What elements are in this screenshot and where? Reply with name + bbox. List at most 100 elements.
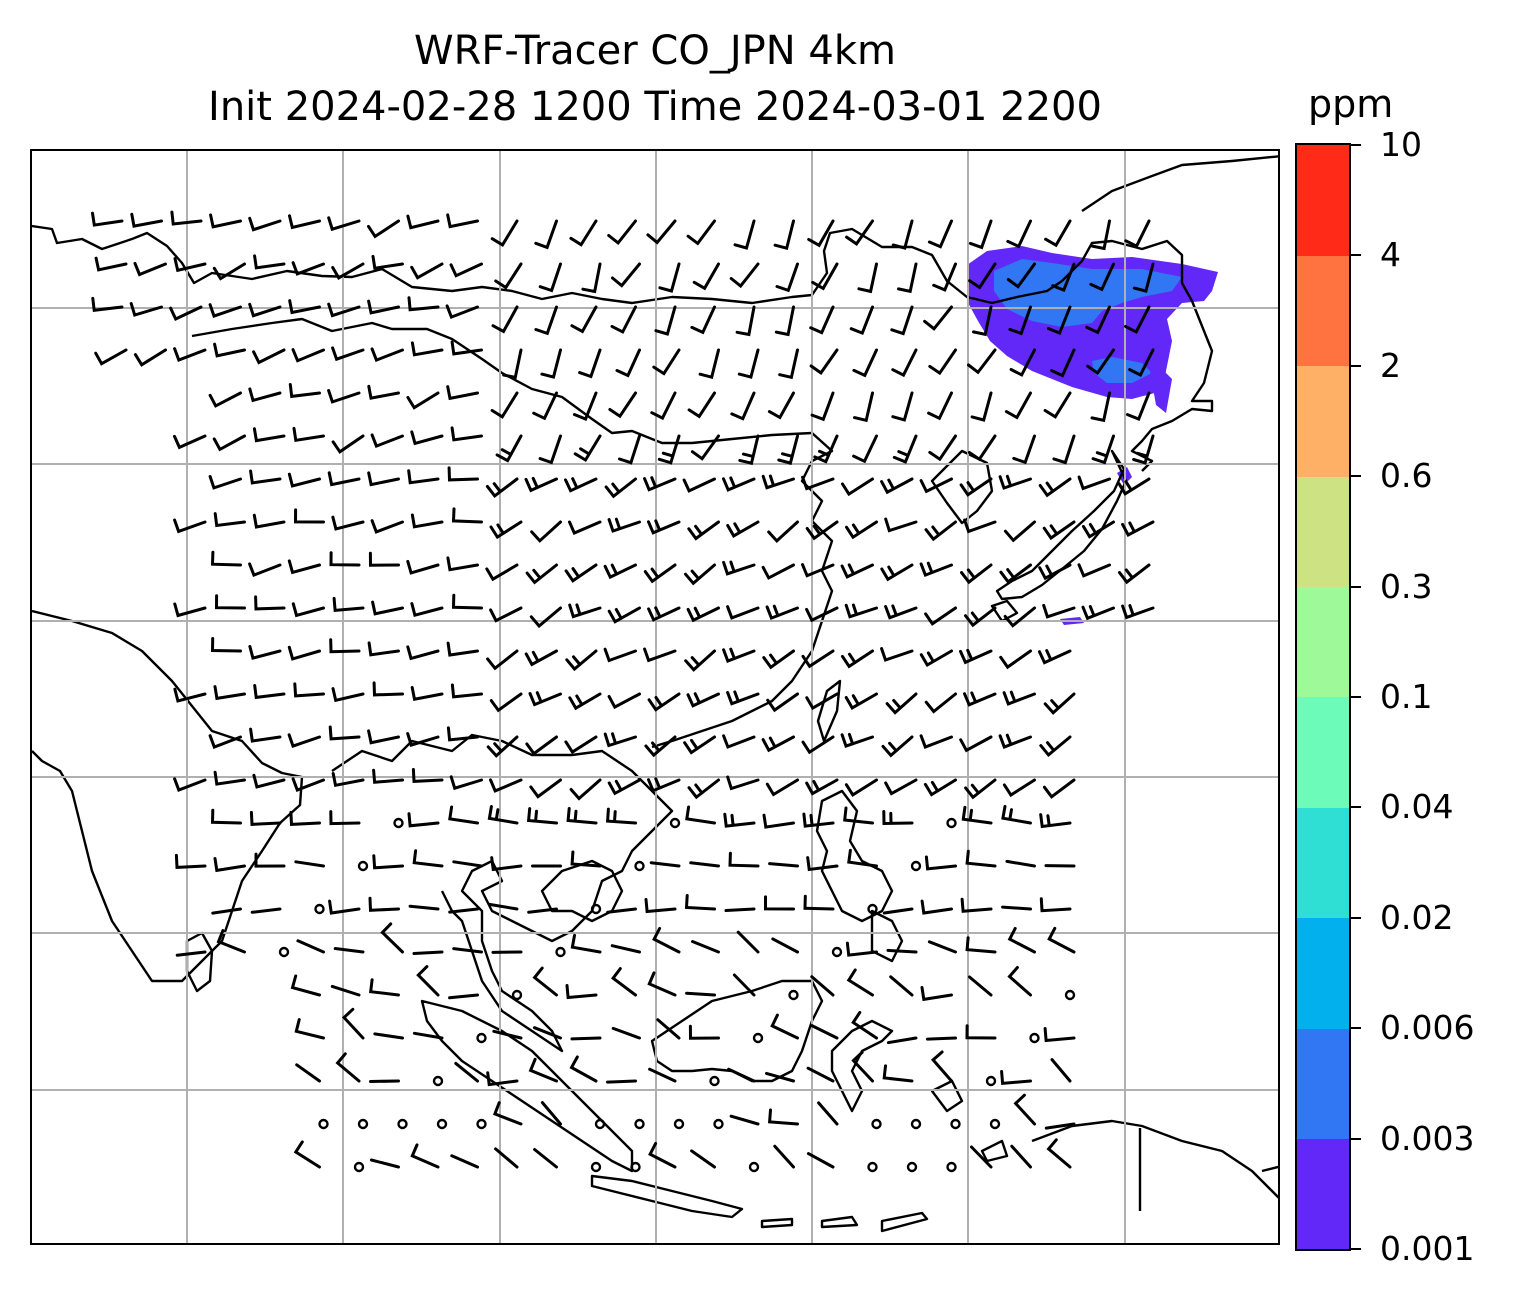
wind-barb <box>890 305 914 336</box>
wind-barb <box>249 469 282 485</box>
wind-barb <box>208 391 242 408</box>
map-title-line2: Init 2024-02-28 1200 Time 2024-03-01 220… <box>208 84 1102 130</box>
wind-barb <box>341 1007 365 1040</box>
wind-barb <box>368 551 400 567</box>
wind-barb <box>329 810 361 826</box>
wind-barb <box>372 681 404 697</box>
wind-barb <box>767 1108 799 1126</box>
wind-barb <box>524 649 558 667</box>
wind-barb <box>729 262 760 289</box>
wind-barb <box>213 857 246 873</box>
wind-barb <box>656 1018 681 1040</box>
wind-barb <box>253 684 286 700</box>
wind-barb <box>849 305 874 336</box>
wind-barb <box>335 1052 361 1083</box>
colorbar-tick-label: 10 <box>1380 125 1422 164</box>
wind-barb <box>371 600 404 616</box>
wind-barb <box>530 520 562 543</box>
colorbar-tick <box>1351 1248 1361 1250</box>
wind-barb <box>410 513 444 529</box>
wind-barb <box>570 305 598 334</box>
colorbar-tick <box>1351 144 1361 146</box>
wind-barbs <box>91 210 1155 1173</box>
wind-barb <box>486 649 519 671</box>
wind-barb <box>446 213 479 229</box>
wind-barb <box>293 508 325 524</box>
colorbar-tick <box>1351 475 1361 478</box>
wind-barb <box>884 778 918 796</box>
wind-barb <box>928 434 957 462</box>
colorbar-tick-label: 0.003 <box>1380 1118 1475 1158</box>
wind-barb <box>410 686 444 701</box>
wind-barb <box>897 262 918 294</box>
wind-barb <box>932 262 957 292</box>
colorbar-tick-label: 0.1 <box>1380 677 1433 716</box>
colorbar-tick-label: 0.3 <box>1380 566 1433 606</box>
wind-barb <box>212 262 246 281</box>
colorbar-segment <box>1297 1028 1349 1140</box>
wind-barb <box>1042 520 1076 541</box>
wind-barb <box>449 262 483 278</box>
wind-barb <box>881 735 914 758</box>
colorbar-segment <box>1297 917 1349 1029</box>
wind-barb <box>813 434 839 464</box>
colorbar-tick-label: 0.6 <box>1380 456 1433 496</box>
wind-barb <box>648 1067 677 1083</box>
wind-barb <box>332 596 365 613</box>
wind-barb <box>761 563 795 580</box>
calm-wind-marker <box>989 1118 1001 1130</box>
wind-barb <box>1050 1058 1072 1083</box>
wind-barb <box>208 303 242 319</box>
wind-barb <box>486 1071 519 1087</box>
wind-barb <box>213 342 246 358</box>
wind-barb <box>882 907 914 915</box>
wind-barb <box>1007 966 1032 997</box>
wind-barb <box>568 603 602 619</box>
colorbar-tick <box>1351 364 1361 367</box>
wind-barb <box>492 1029 523 1040</box>
wind-barb <box>1004 391 1032 420</box>
wind-barb <box>684 563 716 586</box>
wind-barb <box>173 602 207 618</box>
colorbar-tick-label: 0.04 <box>1380 787 1454 827</box>
wind-barb <box>533 1148 558 1169</box>
wind-barb <box>1013 1093 1036 1126</box>
wind-barb <box>806 1066 835 1083</box>
colorbar-segment <box>1297 586 1349 698</box>
wind-barb <box>331 515 365 531</box>
colorbar-segment <box>1297 145 1349 256</box>
wind-barb <box>1126 391 1151 421</box>
wind-barb <box>1003 520 1036 543</box>
wind-barb <box>762 813 795 829</box>
wind-barb <box>891 219 914 250</box>
wind-barb <box>525 563 558 585</box>
wind-barb <box>216 929 246 954</box>
wind-barb <box>841 477 874 497</box>
wind-barb <box>924 855 957 871</box>
wind-barb <box>1039 735 1072 758</box>
wind-barb <box>963 691 997 707</box>
wind-barb <box>965 849 997 868</box>
wind-barb <box>524 476 558 493</box>
wind-barb <box>568 692 602 711</box>
wind-barb <box>809 348 839 375</box>
wind-barb <box>722 476 756 492</box>
wind-barb <box>331 772 365 788</box>
wind-barb <box>330 984 361 997</box>
wind-barb <box>487 902 519 911</box>
wind-barb <box>133 348 167 367</box>
wind-barb <box>327 471 361 487</box>
wind-barb <box>726 690 760 706</box>
wind-barb <box>248 302 282 318</box>
wind-barb <box>1003 606 1036 628</box>
wind-barb <box>644 735 677 758</box>
wind-barb <box>570 1036 602 1041</box>
wind-barb <box>487 805 519 825</box>
wind-barb <box>648 1142 677 1169</box>
wind-barb <box>1077 563 1111 578</box>
wind-barb <box>801 563 835 578</box>
wind-barb <box>367 299 400 315</box>
wind-barb <box>578 348 602 379</box>
wind-barb <box>691 940 720 954</box>
wind-barb <box>450 340 483 356</box>
